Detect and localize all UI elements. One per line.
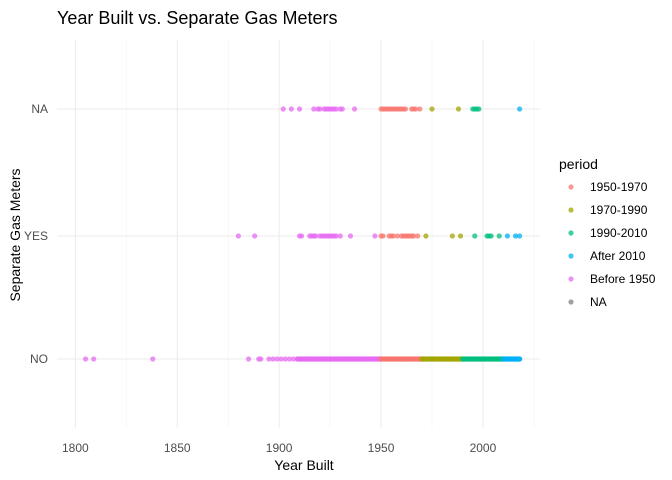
x-tick-label: 2000 [470, 441, 497, 455]
legend-key [568, 253, 574, 259]
x-axis-ticks: 1800 1850 1900 1950 2000 [62, 441, 497, 455]
data-point [455, 106, 462, 112]
data-point [429, 106, 435, 112]
x-tick-label: 1850 [164, 441, 191, 455]
data-point [517, 233, 523, 239]
data-point [266, 356, 272, 362]
data-point [402, 106, 409, 112]
legend-key [568, 184, 574, 190]
data-point [488, 233, 494, 239]
data-point [245, 356, 252, 362]
data-point [333, 106, 339, 112]
data-point [317, 106, 323, 112]
data-point [517, 106, 523, 112]
legend-key [568, 276, 574, 282]
data-point [351, 106, 358, 112]
data-point [512, 233, 519, 239]
data-point [472, 233, 478, 239]
data-point [337, 233, 343, 239]
data-point [415, 233, 421, 239]
legend-title: period [559, 156, 598, 172]
data-point [296, 106, 303, 112]
data-point [313, 233, 319, 239]
data-point [417, 106, 423, 112]
y-tick-label: NA [31, 102, 48, 116]
data-point [258, 356, 264, 362]
data-point [270, 356, 276, 362]
legend-label: Before 1950 [590, 272, 656, 286]
data-point [311, 106, 317, 112]
x-axis-title: Year Built [274, 457, 334, 473]
data-point [252, 233, 258, 239]
data-point [286, 356, 292, 362]
legend-label: 1990-2010 [590, 226, 648, 240]
data-point [496, 233, 502, 239]
y-axis-ticks: NO YES NA [24, 102, 48, 366]
data-point [390, 233, 396, 239]
data-point [282, 356, 288, 362]
legend-label: After 2010 [590, 249, 646, 263]
data-point [457, 233, 464, 239]
data-point [423, 233, 429, 239]
data-point [449, 233, 455, 239]
data-point [278, 356, 284, 362]
data-point [150, 356, 156, 362]
data-point [394, 233, 400, 239]
x-tick-label: 1950 [368, 441, 395, 455]
data-point [280, 106, 286, 112]
data-point [235, 233, 241, 239]
y-tick-label: NO [30, 352, 48, 366]
legend-key [568, 299, 574, 305]
legend-label: 1970-1990 [590, 203, 648, 217]
data-point [339, 106, 345, 112]
y-tick-label: YES [24, 229, 48, 243]
data-point [274, 356, 280, 362]
legend-label: 1950-1970 [590, 180, 648, 194]
data-point [372, 233, 378, 239]
data-point [476, 106, 482, 112]
data-point [347, 233, 354, 239]
data-point [82, 356, 89, 362]
data-point [290, 356, 297, 362]
data-point [298, 233, 305, 239]
y-axis-title: Separate Gas Meters [7, 168, 23, 301]
chart-title: Year Built vs. Separate Gas Meters [57, 8, 337, 28]
data-point [380, 233, 386, 239]
data-point [413, 106, 419, 112]
x-tick-label: 1900 [266, 441, 293, 455]
legend-key [568, 207, 574, 213]
legend-key [568, 230, 574, 236]
data-point [333, 233, 339, 239]
data-point [91, 356, 97, 362]
data-points [82, 106, 523, 362]
data-point [411, 233, 417, 239]
data-point [288, 106, 294, 112]
data-point [517, 356, 523, 362]
x-tick-label: 1800 [62, 441, 89, 455]
data-point [504, 233, 510, 239]
legend-label: NA [590, 295, 607, 309]
legend: period 1950-1970 1970-1990 1990-2010 After … [559, 156, 656, 309]
